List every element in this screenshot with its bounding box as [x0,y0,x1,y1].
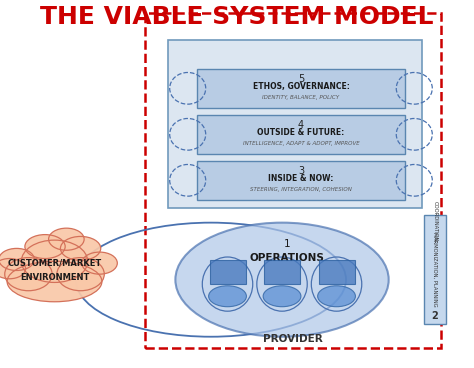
Ellipse shape [209,286,246,307]
Ellipse shape [318,286,356,307]
Text: INTELLIGENCE, ADAPT & ADOPT, IMPROVE: INTELLIGENCE, ADAPT & ADOPT, IMPROVE [243,141,359,146]
Ellipse shape [0,258,26,279]
Ellipse shape [7,261,102,302]
Ellipse shape [25,235,65,258]
Bar [210,261,246,284]
Text: THE VIABLE SYSTEM MODEL: THE VIABLE SYSTEM MODEL [40,4,434,29]
Ellipse shape [61,237,101,261]
Text: OPERATIONS: OPERATIONS [249,253,324,263]
Ellipse shape [21,240,88,283]
Text: 3: 3 [298,166,304,176]
Text: 1: 1 [283,239,290,249]
Bar [145,13,441,348]
Ellipse shape [48,228,84,250]
Bar [424,215,446,324]
Text: ETHOS, GOVERNANCE:: ETHOS, GOVERNANCE: [253,82,349,91]
Text: PROVIDER: PROVIDER [263,333,323,344]
Bar [197,115,405,154]
Bar [168,40,422,208]
Text: INSIDE & NOW:: INSIDE & NOW: [268,174,334,183]
Text: COORDINATION:: COORDINATION: [432,201,438,243]
Ellipse shape [82,252,117,274]
Bar [264,261,300,284]
Text: 5: 5 [298,74,304,84]
Bar [197,69,405,107]
Text: ENVIRONMENT: ENVIRONMENT [20,273,89,282]
Text: STEERING, INTEGRATION, COHESION: STEERING, INTEGRATION, COHESION [250,187,352,192]
Ellipse shape [175,223,389,337]
Text: CUSTOMER/MARKET: CUSTOMER/MARKET [8,259,101,268]
Text: OUTSIDE & FUTURE:: OUTSIDE & FUTURE: [257,128,345,137]
Ellipse shape [0,248,34,270]
Bar [197,161,405,199]
Ellipse shape [57,258,104,291]
Text: 2: 2 [431,311,438,321]
Text: 4: 4 [298,120,304,130]
Text: HARMONIZATION, PLANNING: HARMONIZATION, PLANNING [432,232,438,307]
Bar [319,261,355,284]
Ellipse shape [5,258,52,291]
Ellipse shape [263,286,301,307]
Text: IDENTITY, BALANCE, POLICY: IDENTITY, BALANCE, POLICY [263,95,339,100]
